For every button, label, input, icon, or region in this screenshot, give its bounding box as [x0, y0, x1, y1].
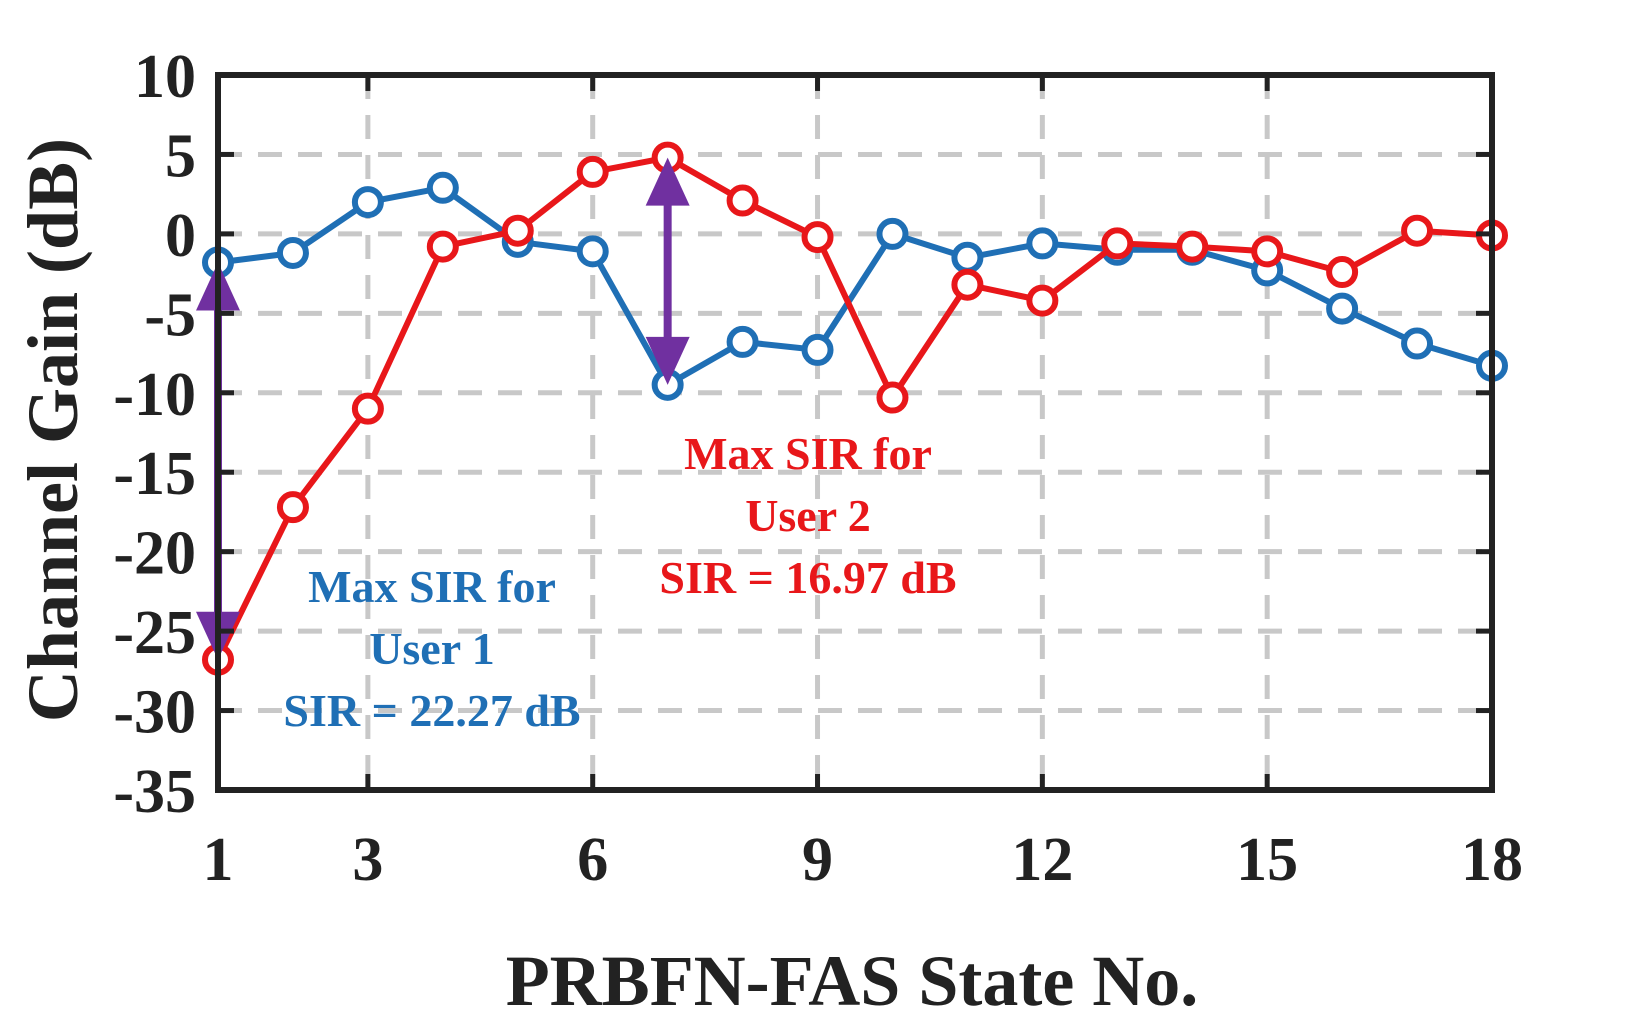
- y-tick-label: -10: [113, 361, 196, 429]
- annotation-user1-line: SIR = 22.27 dB: [283, 685, 580, 736]
- series-1-marker: [801, 333, 834, 366]
- series-line-1: [217, 184, 1493, 388]
- series-1-marker: [1326, 292, 1359, 325]
- series-1-marker: [576, 235, 609, 268]
- series-1-marker: [876, 217, 909, 250]
- sir-arrow-2: [645, 157, 690, 385]
- axis-layer: 10 5 0 -5 -10 -15 -20 -25 -30 -351 3 6 9 12 15 18: [113, 43, 1523, 894]
- series-2-marker: [351, 392, 384, 425]
- y-tick-label: -30: [113, 679, 196, 747]
- series-1-marker: [951, 241, 984, 274]
- annotation-user2-line: User 2: [745, 490, 871, 541]
- x-tick-label: 9: [802, 826, 833, 894]
- annotation-user1-line: User 1: [369, 623, 495, 674]
- y-tick-label: -5: [144, 281, 196, 349]
- series-2-marker: [1401, 214, 1434, 247]
- series-2-marker: [276, 491, 309, 524]
- y-tick-label: -25: [113, 599, 196, 667]
- series-2-marker: [426, 230, 459, 263]
- series-2-marker: [801, 221, 834, 254]
- series-1-marker: [1026, 227, 1059, 260]
- series-2-marker: [876, 381, 909, 414]
- sir-arrow-head-bottom: [645, 336, 690, 385]
- series-2-marker: [951, 268, 984, 301]
- x-tick-label: 1: [203, 826, 234, 894]
- x-axis-title: PRBFN-FAS State No.: [506, 941, 1199, 1021]
- x-tick-label: 12: [1011, 826, 1073, 894]
- series-2-marker: [501, 214, 534, 247]
- x-tick-label: 18: [1461, 826, 1523, 894]
- y-tick-label: -15: [113, 440, 196, 508]
- series-1-marker: [726, 325, 759, 358]
- x-tick-label: 3: [352, 826, 383, 894]
- series-2-marker: [1026, 284, 1059, 317]
- series-2-marker: [1251, 235, 1284, 268]
- series-2-marker: [1176, 230, 1209, 263]
- y-tick-label: 10: [134, 43, 196, 111]
- series-1-marker: [426, 171, 459, 204]
- x-tick-label: 6: [577, 826, 608, 894]
- annotation-user2-line: Max SIR for: [684, 428, 932, 479]
- grid-layer: [218, 75, 1492, 790]
- y-tick-label: 5: [165, 122, 196, 190]
- y-tick-label: -35: [113, 758, 196, 826]
- annotation-user2: Max SIR for User 2 SIR = 16.97 dB: [659, 428, 956, 603]
- series-2-marker: [726, 184, 759, 217]
- annotation-user1: Max SIR for User 1 SIR = 22.27 dB: [283, 561, 580, 736]
- annotation-user2-line: SIR = 16.97 dB: [659, 552, 956, 603]
- series-1-marker: [351, 186, 384, 219]
- y-axis-title: Channel Gain (dB): [13, 138, 93, 722]
- sir-arrow-head-top: [645, 157, 690, 206]
- series-1-marker: [1401, 327, 1434, 360]
- y-tick-label: -20: [113, 520, 196, 588]
- series-1-marker: [276, 236, 309, 269]
- series-2-marker: [1101, 227, 1134, 260]
- y-tick-label: 0: [165, 202, 196, 270]
- x-tick-label: 15: [1236, 826, 1298, 894]
- annotation-user1-line: Max SIR for: [308, 561, 556, 612]
- plot-frame: [215, 72, 1495, 793]
- series-layer: [202, 141, 1508, 676]
- series-2-marker: [576, 155, 609, 188]
- series-2-marker: [1326, 256, 1359, 289]
